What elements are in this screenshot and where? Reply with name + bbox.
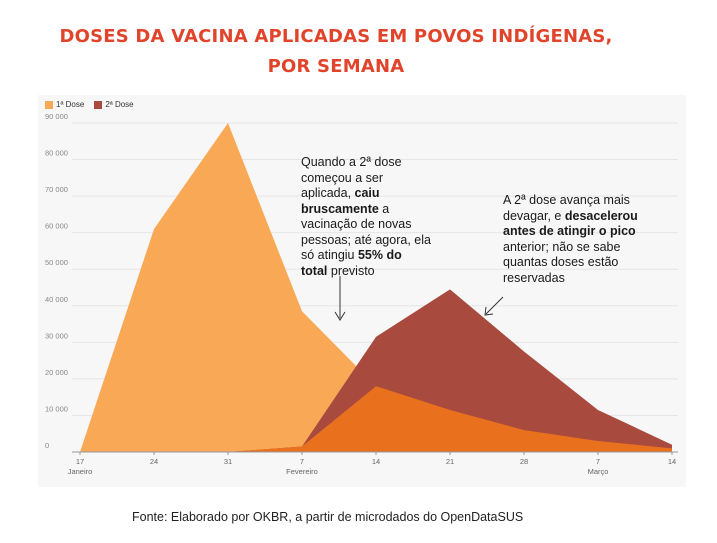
chart-title-line1: DOSES DA VACINA APLICADAS EM POVOS INDÍG… [59,26,613,47]
annotation-first-dose-bold-2: 55% do total [301,248,402,278]
x-tick-label: 14 [372,457,380,466]
y-tick-label: 80 000 [45,149,68,158]
x-month-label: Fevereiro [286,467,318,476]
legend-label-dose1: 1ª Dose [56,100,85,109]
annotation-second-dose: A 2ª dose avança mais devagar, e desacel… [503,193,641,286]
y-tick-label: 30 000 [45,331,68,340]
chart-title: DOSES DA VACINA APLICADAS EM POVOS INDÍG… [0,22,672,82]
annotation-first-dose-bold-1: caiu bruscamente [301,186,380,216]
x-tick-label: 14 [668,457,676,466]
x-tick-label: 24 [150,457,158,466]
legend: 1ª Dose 2ª Dose [45,100,134,109]
legend-swatch-dose1 [45,100,53,109]
annotation-first-dose: Quando a 2ª dose começou a ser aplicada,… [301,155,431,279]
annotation-second-dose-text-1: A 2ª dose avança mais devagar, e [503,193,630,223]
annotation-arrowhead-1 [334,311,346,321]
x-tick-label: 21 [446,457,454,466]
legend-swatch-dose2 [94,100,103,109]
legend-item-dose1: 1ª Dose [45,100,84,109]
y-tick-label: 50 000 [45,258,68,267]
annotation-second-dose-text-2: anterior; não se sabe quantas doses estã… [503,239,621,285]
x-tick-label: 7 [300,457,304,466]
annotation-arrow-2 [485,296,504,315]
annotation-second-dose-bold-1: desacelerou antes de atingir o pico [503,208,638,239]
series-area-dose1 [80,123,672,452]
y-tick-label: 90 000 [45,112,68,121]
annotation-first-dose-text-2: a vacinação de novas pessoas; até agora,… [301,201,431,263]
y-tick-label: 20 000 [45,368,68,377]
y-tick-label: 0 [45,441,49,450]
x-tick-label: 7 [596,457,600,466]
annotation-first-dose-text-1: Quando a 2ª dose começou a ser aplicada, [301,155,402,200]
x-month-label: Janeiro [68,467,93,476]
series-area-dose2 [80,289,672,452]
y-tick-label: 60 000 [45,222,68,231]
chart-title-line2: POR SEMANA [267,56,405,77]
x-tick-label: 17 [76,457,84,466]
y-tick-label: 40 000 [45,295,68,304]
y-tick-label: 10 000 [45,404,68,413]
legend-item-dose2: 2ª Dose [94,100,134,109]
legend-label-dose2: 2ª Dose [105,100,134,109]
source-note: Fonte: Elaborado por OKBR, a partir de m… [132,510,524,524]
annotation-first-dose-text-3: previsto [327,263,375,278]
x-tick-label: 28 [520,457,528,466]
series-area-overlap [80,386,672,452]
y-tick-label: 70 000 [45,185,68,194]
annotation-arrowhead-2 [484,306,494,316]
x-month-label: Março [588,467,609,476]
x-tick-label: 31 [224,457,232,466]
